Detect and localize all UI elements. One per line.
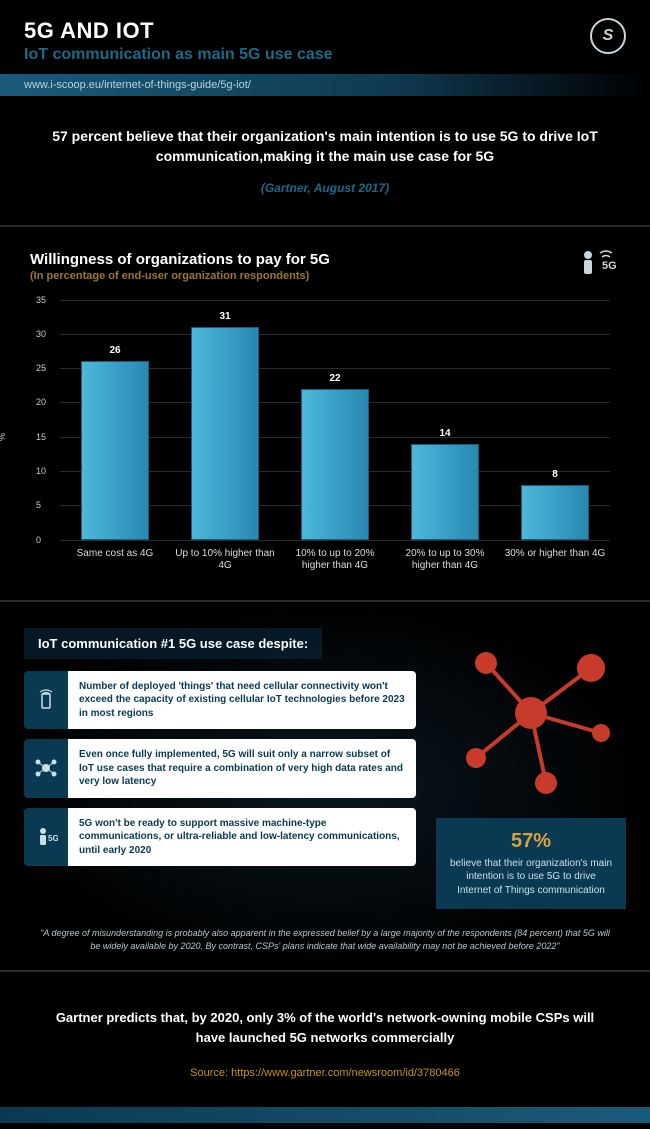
bottom-section: Gartner predicts that, by 2020, only 3% … [0, 972, 650, 1107]
bar [81, 361, 149, 539]
x-tick-label: 20% to up to 30% higher than 4G [390, 542, 500, 580]
bar-value-label: 31 [219, 311, 230, 322]
bottom-source: Source: https://www.gartner.com/newsroom… [40, 1067, 610, 1079]
page-title: 5G AND IOT [24, 18, 626, 44]
bar [521, 485, 589, 540]
header: 5G AND IOT IoT communication as main 5G … [0, 0, 650, 74]
bar-column: 22 [280, 300, 390, 540]
grid-line [60, 540, 610, 541]
factoid-title: IoT communication #1 5G use case despite… [24, 628, 322, 659]
brand-logo-icon: S [590, 18, 626, 54]
page-subtitle: IoT communication as main 5G use case [24, 46, 626, 64]
bar-value-label: 26 [109, 345, 120, 356]
factoid-text: 5G won't be ready to support massive mac… [68, 808, 416, 867]
y-tick-label: 5 [36, 500, 41, 510]
factoid-list: IoT communication #1 5G use case despite… [24, 628, 416, 910]
y-tick-label: 25 [36, 363, 46, 373]
factoid-text: Even once fully implemented, 5G will sui… [68, 739, 416, 798]
bar-column: 8 [500, 300, 610, 540]
bar-column: 31 [170, 300, 280, 540]
bar [301, 389, 369, 540]
x-tick-label: Same cost as 4G [60, 542, 170, 580]
y-tick-label: 0 [36, 535, 41, 545]
y-tick-label: 15 [36, 432, 46, 442]
chart-title: Willingness of organizations to pay for … [30, 251, 620, 268]
page: 5G AND IOT IoT communication as main 5G … [0, 0, 650, 1123]
factoid-right: 57% believe that their organization's ma… [436, 628, 626, 910]
y-axis-title: % [0, 433, 7, 441]
chart-subtitle: (In percentage of end-user organization … [30, 270, 620, 282]
bar-value-label: 14 [439, 428, 450, 439]
y-tick-label: 20 [36, 397, 46, 407]
url-bar: www.i-scoop.eu/internet-of-things-guide/… [0, 74, 650, 96]
lead-source: (Gartner, August 2017) [40, 181, 610, 195]
bar-column: 26 [60, 300, 170, 540]
network-graph-icon [446, 638, 616, 798]
y-tick-label: 10 [36, 466, 46, 476]
stat-box: 57% believe that their organization's ma… [436, 818, 626, 910]
bar-chart: 05101520253035263122148 % Same cost as 4… [30, 300, 620, 580]
bar-value-label: 22 [329, 373, 340, 384]
chart-section: Willingness of organizations to pay for … [0, 227, 650, 602]
x-tick-label: 10% to up to 20% higher than 4G [280, 542, 390, 580]
bar-value-label: 8 [552, 469, 558, 480]
svg-text:5G: 5G [48, 834, 58, 843]
y-tick-label: 35 [36, 295, 46, 305]
stat-text: believe that their organization's main i… [450, 857, 612, 898]
x-tick-label: Up to 10% higher than 4G [170, 542, 280, 580]
factoid-quote: "A degree of misunderstanding is probabl… [24, 927, 626, 952]
lead-section: 57 percent believe that their organizati… [0, 96, 650, 227]
bar [191, 327, 259, 540]
bottom-text: Gartner predicts that, by 2020, only 3% … [40, 1008, 610, 1047]
x-tick-label: 30% or higher than 4G [500, 542, 610, 580]
factoid-item: 5G 5G won't be ready to support massive m… [24, 808, 416, 867]
bar-column: 14 [390, 300, 500, 540]
factoid-icon: 5G [24, 808, 68, 867]
factoid-icon [24, 739, 68, 798]
factoids-section: IoT communication #1 5G use case despite… [0, 602, 650, 973]
factoid-text: Number of deployed 'things' that need ce… [68, 671, 416, 730]
footer-bar [0, 1107, 650, 1123]
factoid-item: Number of deployed 'things' that need ce… [24, 671, 416, 730]
factoid-icon [24, 671, 68, 730]
stat-percent: 57% [450, 830, 612, 853]
lead-text: 57 percent believe that their organizati… [40, 126, 610, 167]
person-5g-icon: 5G [576, 247, 620, 279]
y-tick-label: 30 [36, 329, 46, 339]
factoid-item: Even once fully implemented, 5G will sui… [24, 739, 416, 798]
svg-text:5G: 5G [602, 260, 617, 272]
bar [411, 444, 479, 540]
